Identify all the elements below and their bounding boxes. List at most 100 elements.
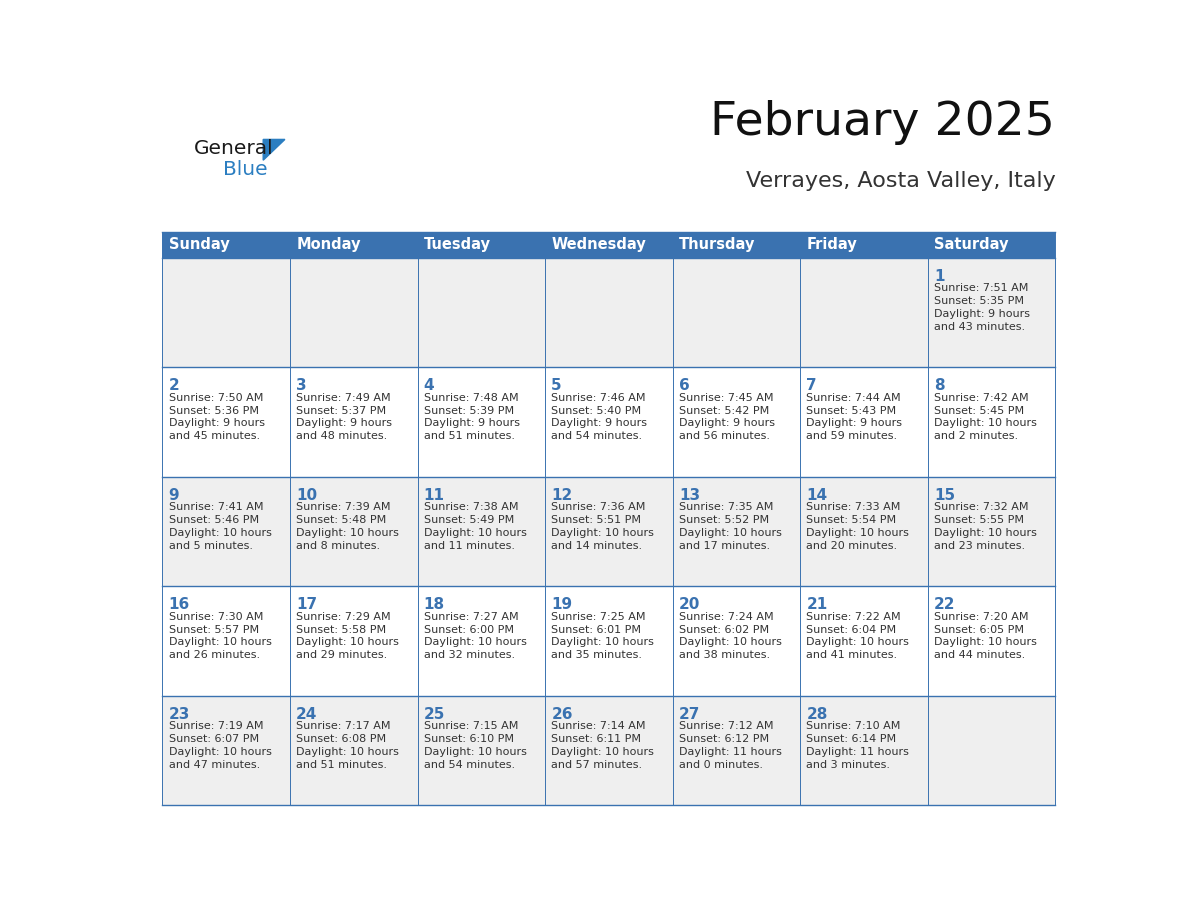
Text: Sunrise: 7:32 AM: Sunrise: 7:32 AM <box>934 502 1029 512</box>
Text: 4: 4 <box>424 378 435 393</box>
Text: 7: 7 <box>807 378 817 393</box>
Text: Sunrise: 7:20 AM: Sunrise: 7:20 AM <box>934 612 1029 621</box>
Text: Sunrise: 7:50 AM: Sunrise: 7:50 AM <box>169 393 263 403</box>
Text: 21: 21 <box>807 598 828 612</box>
Bar <box>545 367 672 477</box>
Bar <box>928 258 1055 367</box>
Text: Daylight: 10 hours: Daylight: 10 hours <box>169 528 272 538</box>
Text: 6: 6 <box>678 378 689 393</box>
Bar <box>801 258 928 367</box>
Bar <box>417 367 545 477</box>
Text: Daylight: 10 hours: Daylight: 10 hours <box>807 528 909 538</box>
Text: Sunrise: 7:22 AM: Sunrise: 7:22 AM <box>807 612 901 621</box>
Text: Sunrise: 7:12 AM: Sunrise: 7:12 AM <box>678 722 773 732</box>
Text: and 17 minutes.: and 17 minutes. <box>678 541 770 551</box>
Text: Sunrise: 7:51 AM: Sunrise: 7:51 AM <box>934 284 1029 294</box>
Text: Daylight: 10 hours: Daylight: 10 hours <box>678 637 782 647</box>
Text: 20: 20 <box>678 598 700 612</box>
Text: February 2025: February 2025 <box>710 100 1055 145</box>
Text: and 32 minutes.: and 32 minutes. <box>424 650 514 660</box>
Bar <box>163 587 290 696</box>
Bar <box>290 232 417 258</box>
Text: Daylight: 9 hours: Daylight: 9 hours <box>424 419 519 429</box>
Text: 9: 9 <box>169 487 179 503</box>
Bar <box>672 232 801 258</box>
Text: Sunset: 5:57 PM: Sunset: 5:57 PM <box>169 624 259 634</box>
Text: Daylight: 10 hours: Daylight: 10 hours <box>296 747 399 756</box>
Bar <box>290 477 417 587</box>
Text: Sunrise: 7:46 AM: Sunrise: 7:46 AM <box>551 393 646 403</box>
Text: and 47 minutes.: and 47 minutes. <box>169 759 260 769</box>
Text: Friday: Friday <box>807 238 857 252</box>
Text: and 14 minutes.: and 14 minutes. <box>551 541 643 551</box>
Bar <box>290 367 417 477</box>
Text: Sunrise: 7:29 AM: Sunrise: 7:29 AM <box>296 612 391 621</box>
Text: Sunset: 5:49 PM: Sunset: 5:49 PM <box>424 515 514 525</box>
Text: 5: 5 <box>551 378 562 393</box>
Bar <box>928 696 1055 805</box>
Text: Daylight: 11 hours: Daylight: 11 hours <box>807 747 909 756</box>
Text: Sunrise: 7:15 AM: Sunrise: 7:15 AM <box>424 722 518 732</box>
Text: Daylight: 9 hours: Daylight: 9 hours <box>934 308 1030 319</box>
Bar <box>672 587 801 696</box>
Text: Sunset: 5:42 PM: Sunset: 5:42 PM <box>678 406 769 416</box>
Text: and 38 minutes.: and 38 minutes. <box>678 650 770 660</box>
Text: 11: 11 <box>424 487 444 503</box>
Text: 15: 15 <box>934 487 955 503</box>
Bar <box>672 367 801 477</box>
Text: and 59 minutes.: and 59 minutes. <box>807 431 897 441</box>
Text: Daylight: 10 hours: Daylight: 10 hours <box>424 637 526 647</box>
Bar <box>417 232 545 258</box>
Text: Sunday: Sunday <box>169 238 229 252</box>
Text: Tuesday: Tuesday <box>424 238 491 252</box>
Text: Daylight: 10 hours: Daylight: 10 hours <box>807 637 909 647</box>
Text: Blue: Blue <box>223 161 267 179</box>
Bar <box>163 477 290 587</box>
Text: Sunset: 6:00 PM: Sunset: 6:00 PM <box>424 624 513 634</box>
Text: Sunset: 5:45 PM: Sunset: 5:45 PM <box>934 406 1024 416</box>
Text: and 54 minutes.: and 54 minutes. <box>551 431 643 441</box>
Text: Sunrise: 7:24 AM: Sunrise: 7:24 AM <box>678 612 773 621</box>
Text: and 23 minutes.: and 23 minutes. <box>934 541 1025 551</box>
Text: Daylight: 10 hours: Daylight: 10 hours <box>551 528 655 538</box>
Text: 19: 19 <box>551 598 573 612</box>
Text: 27: 27 <box>678 707 700 722</box>
Text: 12: 12 <box>551 487 573 503</box>
Bar <box>163 258 290 367</box>
Text: Saturday: Saturday <box>934 238 1009 252</box>
Bar <box>417 477 545 587</box>
Text: and 51 minutes.: and 51 minutes. <box>296 759 387 769</box>
Text: Daylight: 10 hours: Daylight: 10 hours <box>169 637 272 647</box>
Text: Sunset: 6:08 PM: Sunset: 6:08 PM <box>296 734 386 744</box>
Text: Sunset: 5:40 PM: Sunset: 5:40 PM <box>551 406 642 416</box>
Text: 16: 16 <box>169 598 190 612</box>
Text: Daylight: 10 hours: Daylight: 10 hours <box>296 528 399 538</box>
Text: and 54 minutes.: and 54 minutes. <box>424 759 514 769</box>
Text: 14: 14 <box>807 487 828 503</box>
Text: Sunset: 6:07 PM: Sunset: 6:07 PM <box>169 734 259 744</box>
Text: Sunrise: 7:17 AM: Sunrise: 7:17 AM <box>296 722 391 732</box>
Text: Daylight: 10 hours: Daylight: 10 hours <box>551 747 655 756</box>
Text: Sunset: 5:58 PM: Sunset: 5:58 PM <box>296 624 386 634</box>
Text: Sunset: 5:39 PM: Sunset: 5:39 PM <box>424 406 514 416</box>
Text: Sunrise: 7:33 AM: Sunrise: 7:33 AM <box>807 502 901 512</box>
Text: Daylight: 10 hours: Daylight: 10 hours <box>169 747 272 756</box>
Text: 8: 8 <box>934 378 944 393</box>
Text: Daylight: 10 hours: Daylight: 10 hours <box>296 637 399 647</box>
Text: Sunset: 5:46 PM: Sunset: 5:46 PM <box>169 515 259 525</box>
Text: and 11 minutes.: and 11 minutes. <box>424 541 514 551</box>
Text: Sunrise: 7:35 AM: Sunrise: 7:35 AM <box>678 502 773 512</box>
Text: and 0 minutes.: and 0 minutes. <box>678 759 763 769</box>
Text: Sunset: 5:37 PM: Sunset: 5:37 PM <box>296 406 386 416</box>
Text: and 41 minutes.: and 41 minutes. <box>807 650 897 660</box>
Text: Sunset: 5:36 PM: Sunset: 5:36 PM <box>169 406 259 416</box>
Bar <box>163 232 290 258</box>
Bar <box>672 696 801 805</box>
Text: Sunset: 5:35 PM: Sunset: 5:35 PM <box>934 297 1024 306</box>
Text: Sunset: 6:14 PM: Sunset: 6:14 PM <box>807 734 897 744</box>
Bar <box>545 477 672 587</box>
Text: and 5 minutes.: and 5 minutes. <box>169 541 253 551</box>
Text: Sunrise: 7:41 AM: Sunrise: 7:41 AM <box>169 502 264 512</box>
Bar <box>801 477 928 587</box>
Text: Sunrise: 7:27 AM: Sunrise: 7:27 AM <box>424 612 518 621</box>
